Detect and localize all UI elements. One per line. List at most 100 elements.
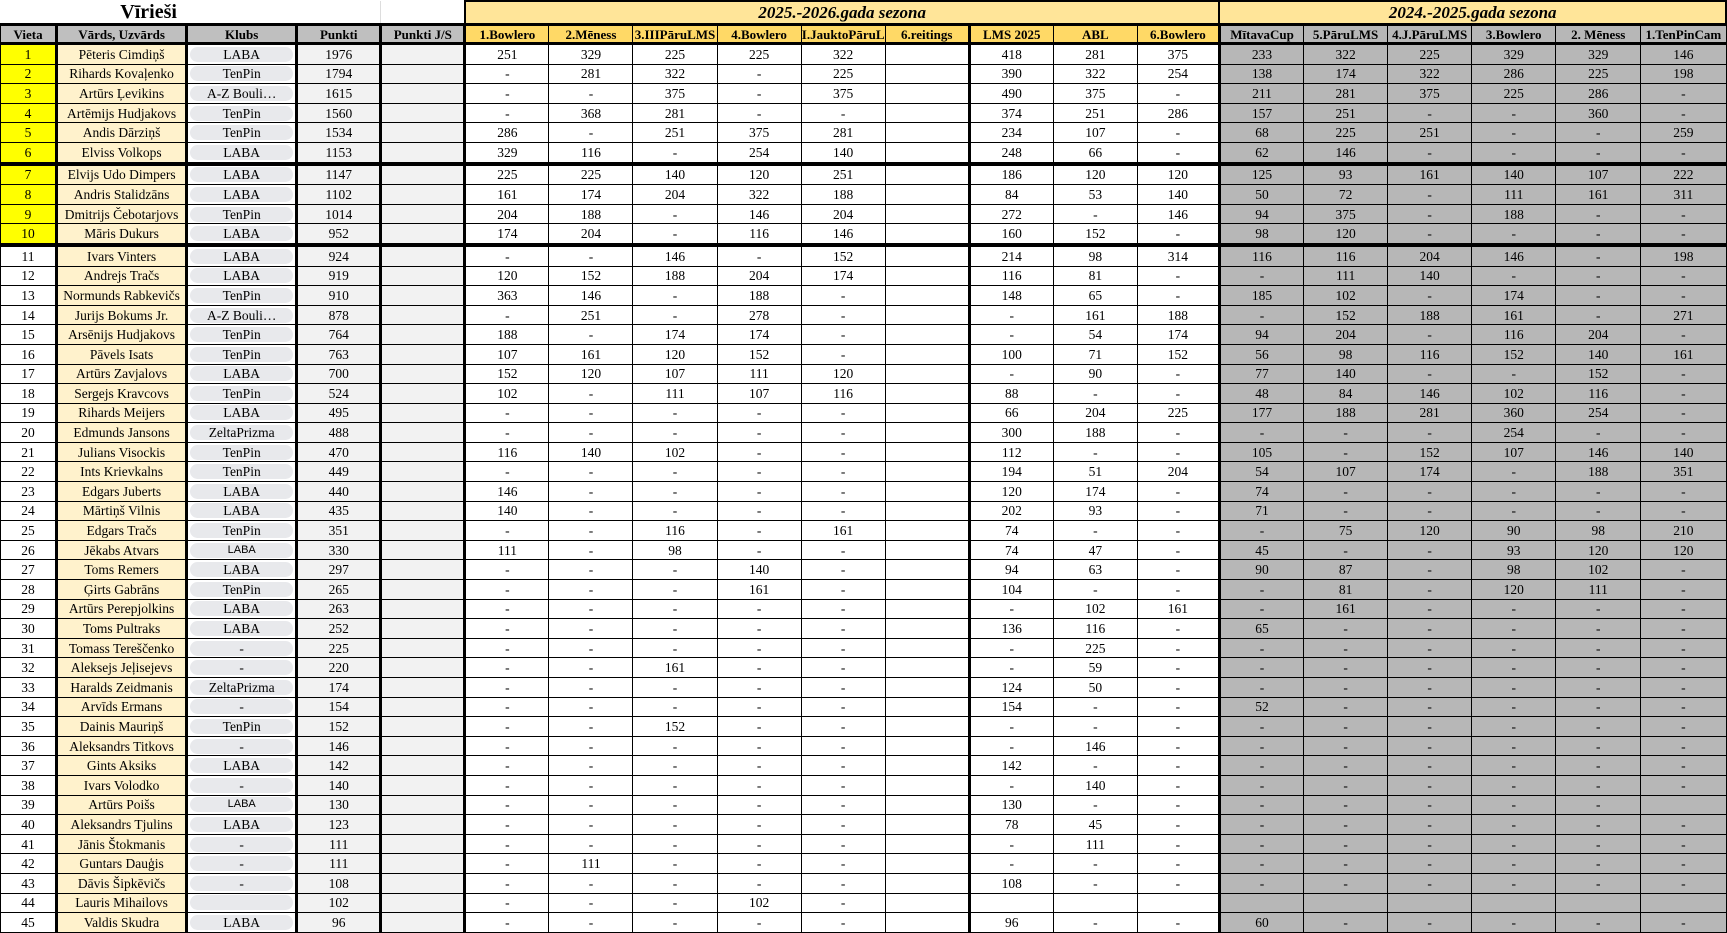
score-2024-cell[interactable]: - (1640, 853, 1727, 874)
score-2024-cell[interactable]: - (1640, 755, 1727, 776)
score-2025-cell[interactable]: 225 (464, 163, 550, 186)
score-2025-cell[interactable]: 225 (1052, 637, 1138, 659)
score-2024-cell[interactable]: - (1471, 872, 1557, 894)
points-js-cell[interactable] (379, 184, 467, 205)
club-pill[interactable]: LABA (190, 144, 294, 160)
score-2025-cell[interactable]: - (464, 853, 550, 874)
score-2025-cell[interactable]: 204 (716, 265, 802, 287)
score-2025-cell[interactable]: 146 (548, 285, 634, 306)
score-2025-cell[interactable]: 194 (967, 461, 1054, 483)
points-cell[interactable]: 142 (295, 755, 382, 776)
score-2024-cell[interactable] (1303, 892, 1389, 914)
score-2024-cell[interactable]: 111 (1555, 579, 1642, 600)
score-2024-cell[interactable]: - (1303, 774, 1389, 796)
score-2025-cell[interactable]: 225 (632, 43, 718, 65)
place-cell[interactable]: 34 (0, 696, 58, 718)
score-2024-cell[interactable]: 116 (1555, 383, 1642, 404)
score-2024-cell[interactable]: - (1640, 716, 1727, 737)
score-2024-cell[interactable]: 77 (1218, 363, 1305, 385)
score-2025-cell[interactable]: 54 (1052, 324, 1138, 345)
score-2025-cell[interactable]: - (967, 853, 1054, 874)
points-cell[interactable]: 111 (295, 853, 382, 874)
score-2024-cell[interactable]: 188 (1471, 203, 1557, 225)
club-pill[interactable]: LABA (190, 542, 294, 558)
place-cell[interactable]: 17 (0, 363, 58, 385)
score-2025-cell[interactable]: - (632, 422, 718, 443)
club-cell[interactable]: - (185, 735, 298, 757)
score-2024-cell[interactable]: 161 (1471, 304, 1557, 326)
score-2025-cell[interactable]: 174 (800, 265, 886, 287)
score-2025-cell[interactable] (884, 735, 970, 757)
score-2025-cell[interactable]: - (800, 912, 886, 933)
score-2025-cell[interactable]: - (548, 774, 634, 796)
score-2024-cell[interactable]: - (1387, 559, 1473, 581)
column-header-2024-3[interactable]: 4.J.PāruLMS (1387, 23, 1473, 45)
score-2024-cell[interactable]: 90 (1218, 559, 1305, 581)
score-2024-cell[interactable]: 281 (1303, 83, 1389, 104)
place-cell[interactable]: 14 (0, 304, 58, 326)
score-2024-cell[interactable]: - (1555, 696, 1642, 718)
score-2025-cell[interactable]: - (548, 461, 634, 483)
club-cell[interactable]: TenPin (185, 383, 298, 404)
score-2025-cell[interactable]: 374 (967, 102, 1054, 124)
score-2025-cell[interactable] (884, 441, 970, 463)
score-2024-cell[interactable]: - (1471, 265, 1557, 287)
score-2025-cell[interactable]: 251 (1052, 102, 1138, 124)
score-2025-cell[interactable]: - (1136, 912, 1221, 933)
score-2025-cell[interactable] (884, 677, 970, 698)
club-cell[interactable] (185, 892, 298, 914)
score-2025-cell[interactable] (884, 716, 970, 737)
score-2024-cell[interactable]: 98 (1218, 223, 1305, 247)
score-2024-cell[interactable]: 161 (1303, 598, 1389, 620)
points-cell[interactable]: 252 (295, 618, 382, 639)
score-2024-cell[interactable]: - (1640, 559, 1727, 581)
score-2025-cell[interactable]: - (548, 814, 634, 835)
score-2025-cell[interactable] (884, 794, 970, 816)
points-cell[interactable]: 1615 (295, 83, 382, 104)
score-2024-cell[interactable]: - (1303, 814, 1389, 835)
club-pill[interactable]: LABA (190, 46, 294, 62)
score-2025-cell[interactable]: - (1052, 383, 1138, 404)
score-2025-cell[interactable]: 98 (1052, 244, 1138, 267)
score-2025-cell[interactable]: - (1052, 716, 1138, 737)
score-2024-cell[interactable]: - (1303, 794, 1389, 816)
score-2025-cell[interactable]: - (800, 481, 886, 502)
club-cell[interactable]: TenPin (185, 441, 298, 463)
place-cell[interactable]: 13 (0, 285, 58, 306)
score-2024-cell[interactable]: 161 (1387, 163, 1473, 186)
score-2025-cell[interactable]: - (716, 481, 802, 502)
score-2024-cell[interactable]: - (1555, 677, 1642, 698)
score-2025-cell[interactable]: - (632, 141, 718, 166)
score-2025-cell[interactable]: - (1052, 794, 1138, 816)
score-2025-cell[interactable]: - (548, 892, 634, 914)
score-2025-cell[interactable]: 161 (464, 184, 550, 205)
points-js-cell[interactable] (379, 63, 467, 85)
score-2025-cell[interactable]: - (716, 598, 802, 620)
points-cell[interactable]: 488 (295, 422, 382, 443)
points-js-cell[interactable] (379, 677, 467, 698)
name-cell[interactable]: Jānis Štokmanis (55, 833, 188, 855)
name-cell[interactable]: Julians Visockis (55, 441, 188, 463)
score-2024-cell[interactable]: 116 (1471, 324, 1557, 345)
score-2025-cell[interactable]: - (716, 853, 802, 874)
score-2025-cell[interactable]: 251 (632, 122, 718, 143)
points-js-cell[interactable] (379, 43, 467, 65)
score-2024-cell[interactable]: 140 (1387, 265, 1473, 287)
score-2025-cell[interactable]: - (1136, 696, 1221, 718)
score-2025-cell[interactable]: 329 (464, 141, 550, 166)
score-2025-cell[interactable]: 116 (967, 265, 1054, 287)
club-pill[interactable]: - (190, 640, 294, 656)
score-2024-cell[interactable]: - (1303, 853, 1389, 874)
score-2025-cell[interactable]: - (1136, 794, 1221, 816)
score-2025-cell[interactable]: - (716, 618, 802, 639)
score-2024-cell[interactable]: - (1555, 814, 1642, 835)
score-2025-cell[interactable] (884, 539, 970, 561)
points-js-cell[interactable] (379, 363, 467, 385)
column-header-2025-9[interactable]: 6.Bowlero (1136, 23, 1221, 45)
club-pill[interactable]: - (190, 660, 294, 676)
score-2025-cell[interactable]: 124 (967, 677, 1054, 698)
score-2025-cell[interactable]: - (464, 735, 550, 757)
club-pill[interactable]: A-Z Bouli… (190, 307, 294, 323)
club-cell[interactable]: LABA (185, 500, 298, 522)
score-2025-cell[interactable]: - (800, 102, 886, 124)
